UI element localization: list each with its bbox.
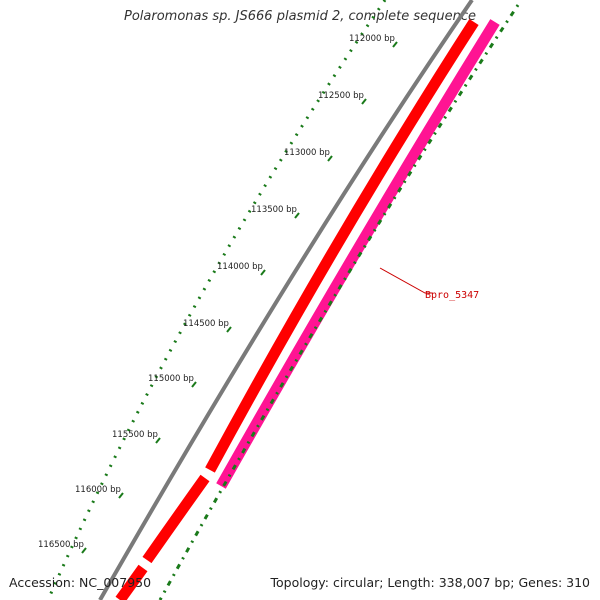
- forward-gene-arrow: [115, 564, 148, 600]
- tick-label: 113000 bp: [284, 148, 330, 158]
- tick-mark: [294, 212, 300, 219]
- tick-label: 116500 bp: [38, 540, 84, 550]
- tick-label: 113500 bp: [251, 205, 297, 215]
- accession-text: Accession: NC_007950: [9, 575, 152, 590]
- gene-label: Bpro_5347: [425, 290, 479, 301]
- tick-mark: [392, 41, 398, 48]
- tick-label: 115000 bp: [148, 374, 194, 384]
- gene-callout-line: [379, 267, 432, 294]
- tick-mark: [327, 155, 333, 162]
- tick-label: 115500 bp: [112, 430, 158, 440]
- summary-text: Topology: circular; Length: 338,007 bp; …: [270, 575, 591, 590]
- tick-mark: [260, 269, 266, 276]
- map-title: Polaromonas sp. JS666 plasmid 2, complet…: [123, 9, 476, 24]
- tick-label: 114500 bp: [183, 319, 229, 329]
- tick-mark: [361, 98, 367, 105]
- tick-label: 112000 bp: [349, 34, 395, 44]
- outer-dot-ring: [46, 0, 387, 600]
- backbone-line: [98, 0, 474, 600]
- tick-mark: [81, 547, 87, 554]
- tick-mark: [118, 492, 124, 499]
- tick-mark: [226, 326, 232, 333]
- tick-label: 116000 bp: [75, 485, 121, 495]
- tick-mark: [191, 381, 197, 388]
- tick-label: 112500 bp: [318, 91, 364, 101]
- reverse-gene-arrow: [216, 19, 500, 489]
- tick-mark: [155, 437, 161, 444]
- forward-gene-arrow: [205, 19, 479, 473]
- tick-label-group: 112000 bp 112500 bp 113000 bp 113500 bp 1140…: [38, 34, 398, 554]
- tick-label: 114000 bp: [217, 262, 263, 272]
- forward-gene-arrow: [142, 474, 210, 564]
